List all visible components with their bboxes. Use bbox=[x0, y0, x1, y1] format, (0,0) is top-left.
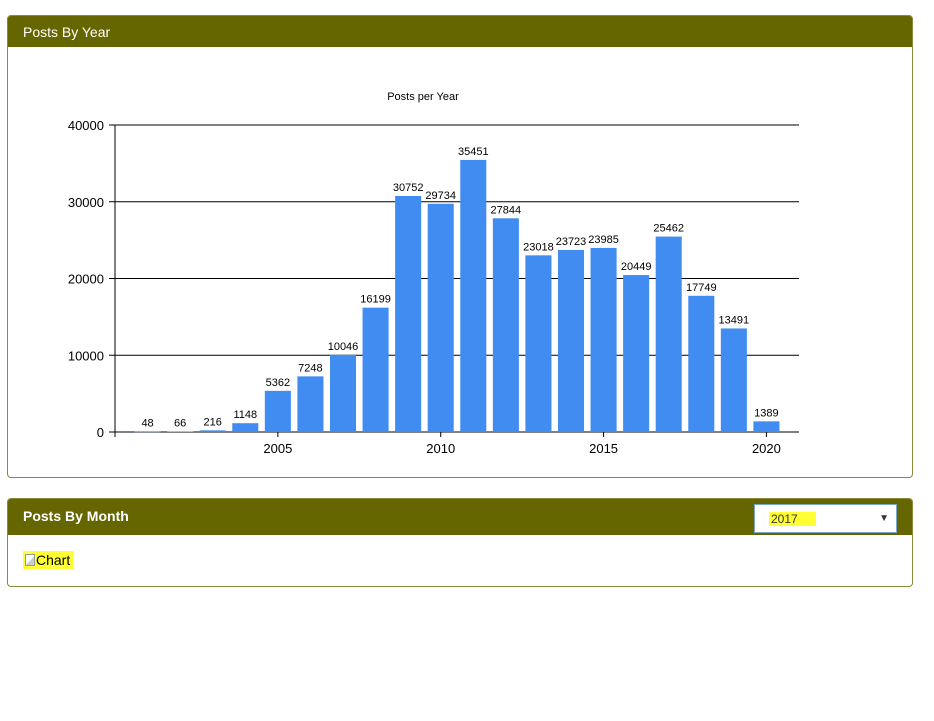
data-label-2014: 23723 bbox=[556, 236, 587, 248]
posts-per-year-chart: Posts per Year 0 10000 20000 30000 40000 2005 2… bbox=[68, 91, 799, 456]
bar-2012 bbox=[492, 218, 519, 432]
y-tick-label: 20000 bbox=[68, 272, 104, 287]
bar-2018 bbox=[688, 295, 715, 432]
bar-2020 bbox=[753, 421, 780, 432]
y-tick-label: 10000 bbox=[68, 348, 104, 363]
posts-by-year-header: Posts By Year bbox=[8, 16, 912, 47]
bar-2008 bbox=[362, 307, 389, 432]
bar-2007 bbox=[329, 354, 357, 432]
data-label-2018: 17749 bbox=[686, 282, 717, 294]
data-label-2001: 48 bbox=[141, 418, 153, 430]
posts-by-month-panel: Posts By Month 2017 ▼ Chart bbox=[7, 498, 913, 587]
bar-2014 bbox=[557, 249, 585, 432]
data-label-2019: 13491 bbox=[719, 314, 750, 326]
data-label-2010: 29734 bbox=[425, 190, 456, 202]
data-label-2011: 35451 bbox=[458, 146, 489, 158]
data-label-2004: 1148 bbox=[233, 409, 257, 421]
chevron-down-icon: ▼ bbox=[879, 513, 889, 524]
x-tick-label: 2005 bbox=[263, 441, 292, 456]
y-tick-label: 40000 bbox=[68, 118, 104, 133]
bar-2016 bbox=[623, 275, 650, 432]
year-select-value: 2017 bbox=[769, 512, 816, 526]
bar-2013 bbox=[525, 255, 552, 432]
bar-2011 bbox=[460, 159, 487, 432]
data-label-2013: 23018 bbox=[523, 241, 554, 253]
bar-2005 bbox=[264, 390, 291, 432]
chart-title: Posts per Year bbox=[387, 91, 459, 103]
bar-2017 bbox=[655, 236, 682, 432]
posts-by-year-title: Posts By Year bbox=[23, 24, 111, 40]
y-tick-label: 0 bbox=[97, 425, 104, 440]
data-label-2016: 20449 bbox=[621, 261, 652, 273]
x-tick-label: 2015 bbox=[589, 441, 618, 456]
data-label-2015: 23985 bbox=[588, 234, 619, 246]
data-label-2009: 30752 bbox=[393, 182, 424, 194]
bar-2015 bbox=[590, 247, 617, 432]
bar-2019 bbox=[720, 328, 747, 432]
data-label-2020: 1389 bbox=[754, 407, 778, 419]
y-tick-label: 30000 bbox=[68, 195, 104, 210]
data-label-2008: 16199 bbox=[360, 294, 391, 306]
data-label-2012: 27844 bbox=[491, 204, 522, 216]
bar-2004 bbox=[232, 423, 259, 432]
data-label-2002: 66 bbox=[174, 417, 186, 429]
broken-image-icon bbox=[25, 554, 35, 566]
data-label-2017: 25462 bbox=[653, 223, 684, 235]
bar-2003 bbox=[199, 430, 226, 432]
bar-2010 bbox=[427, 203, 454, 432]
x-tick-label: 2010 bbox=[426, 441, 455, 456]
data-label-2005: 5362 bbox=[266, 377, 290, 389]
posts-by-month-header: Posts By Month 2017 ▼ bbox=[8, 499, 912, 535]
bar-2006 bbox=[297, 376, 324, 432]
x-tick-label: 2020 bbox=[752, 441, 781, 456]
bar-2001 bbox=[134, 431, 161, 433]
year-select[interactable]: 2017 ▼ bbox=[754, 504, 897, 533]
bar-2009 bbox=[395, 195, 422, 432]
month-chart-image: Chart bbox=[23, 551, 75, 569]
posts-by-year-panel: Posts By Year Posts per Year 0 10000 20000 3… bbox=[7, 15, 913, 478]
month-chart-alt-text: Chart bbox=[36, 552, 71, 568]
data-label-2003: 216 bbox=[204, 416, 222, 428]
data-label-2007: 10046 bbox=[328, 341, 359, 353]
posts-by-month-title: Posts By Month bbox=[23, 508, 129, 524]
bar-2002 bbox=[167, 431, 194, 432]
data-label-2006: 7248 bbox=[298, 362, 322, 374]
